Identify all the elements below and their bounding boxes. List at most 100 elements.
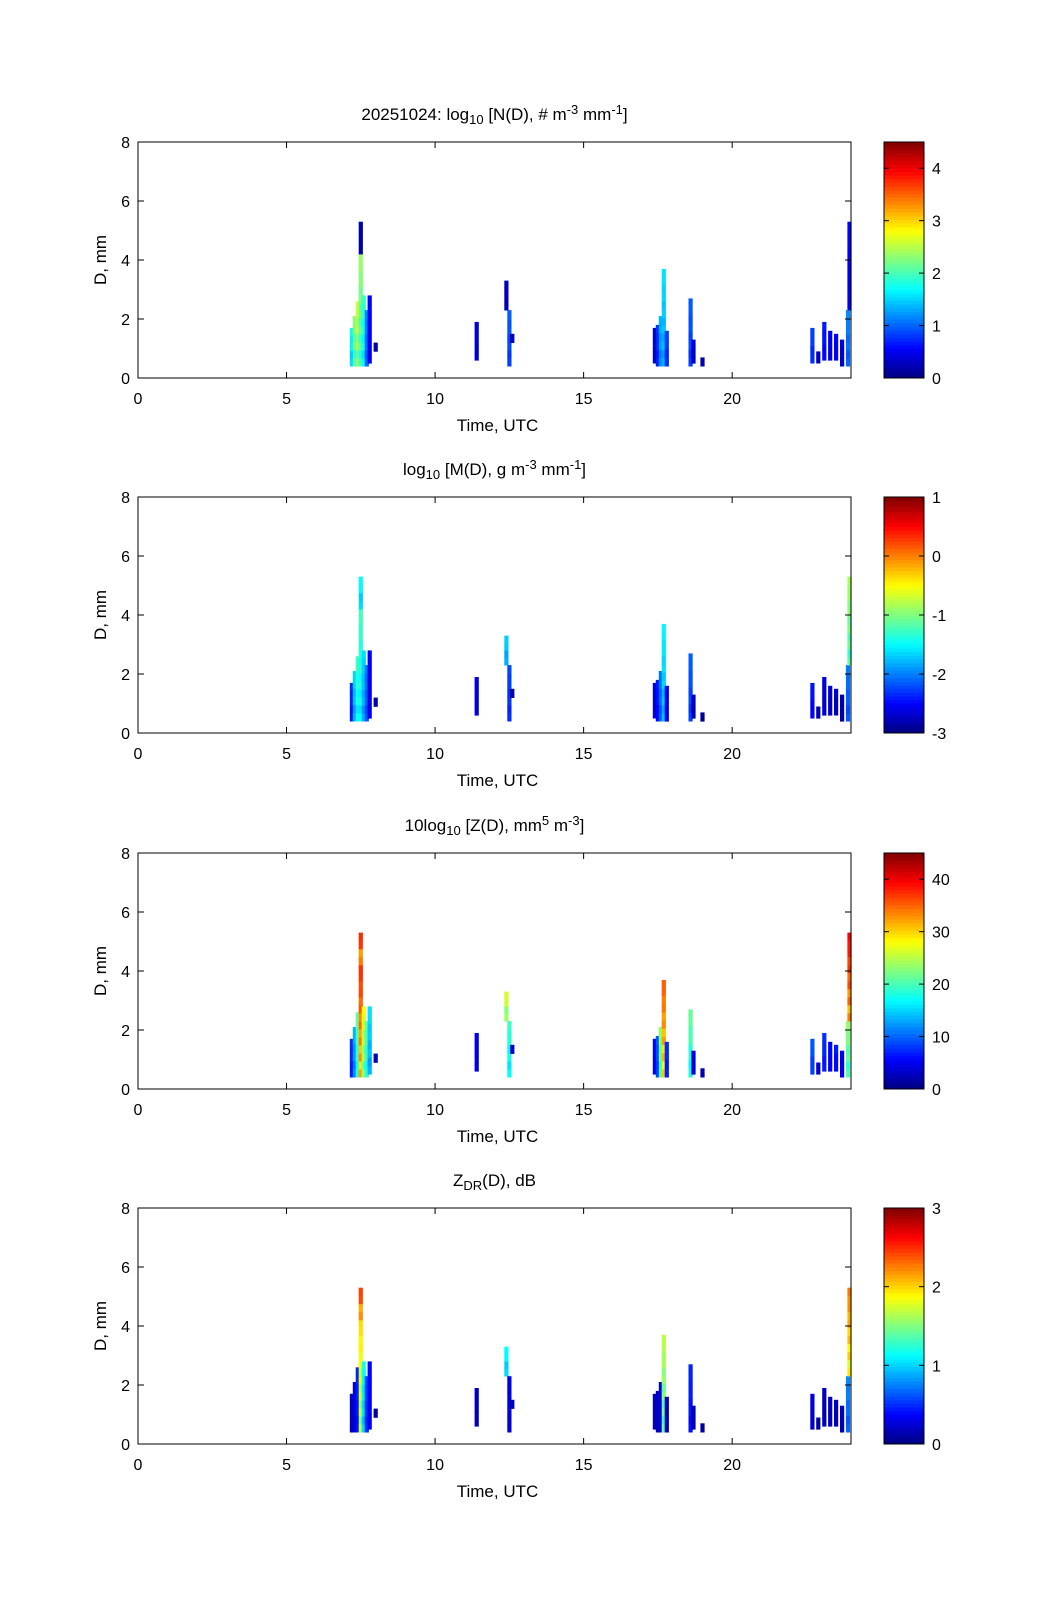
data-cell	[358, 997, 363, 1006]
y-tick-label: 2	[121, 312, 130, 329]
data-cell	[845, 713, 851, 722]
x-tick-label: 10	[426, 746, 444, 763]
colorbar-step	[884, 989, 924, 994]
colorbar-step	[884, 662, 924, 668]
data-cell	[847, 261, 852, 271]
data-cell	[367, 329, 372, 339]
data-cell	[358, 584, 363, 594]
data-cell	[834, 1399, 839, 1409]
data-cell	[358, 697, 363, 706]
colorbar-step	[884, 1392, 924, 1397]
data-cell	[688, 1060, 693, 1069]
title-part: -1	[611, 102, 623, 117]
data-cell	[661, 1012, 666, 1021]
colorbar-step	[884, 956, 924, 961]
colorbar-step	[884, 578, 924, 583]
data-cell	[474, 345, 479, 353]
colorbar: 0 1 2 3	[883, 1201, 941, 1454]
colorbar-tick-label: 0	[932, 549, 941, 566]
data-cell	[652, 1411, 657, 1421]
data-cell	[355, 713, 360, 722]
data-cell	[661, 1391, 666, 1400]
data-cell	[664, 339, 669, 349]
colorbar-step	[884, 1233, 924, 1238]
data-cell	[822, 352, 827, 361]
data-cell	[510, 333, 515, 343]
data-cell	[349, 1069, 354, 1078]
data-cell	[507, 1029, 512, 1038]
colorbar-step	[884, 878, 924, 883]
data-cell	[364, 681, 369, 690]
title-part: -3	[525, 457, 537, 472]
data-cell	[661, 268, 666, 278]
data-cell	[688, 1026, 693, 1036]
colorbar-step	[884, 1425, 924, 1430]
data-cell	[355, 1399, 360, 1409]
data-cell	[358, 981, 363, 990]
colorbar-step	[884, 729, 924, 734]
data-cell	[664, 1396, 669, 1406]
data-cell	[661, 1416, 666, 1425]
data-cell	[361, 1369, 366, 1378]
colorbar-step	[884, 344, 924, 349]
data-cell	[658, 1068, 663, 1078]
data-cell	[358, 705, 363, 714]
data-cell	[652, 1038, 657, 1048]
data-cell	[822, 1395, 827, 1404]
colorbar-step	[884, 674, 924, 679]
data-cell	[510, 1044, 515, 1054]
data-cell	[358, 254, 363, 263]
colorbar-step	[884, 971, 924, 976]
data-cell	[361, 697, 366, 706]
colorbar-tick-label: 3	[932, 214, 941, 231]
title-part: DR	[463, 1178, 482, 1193]
data-cell	[658, 1398, 663, 1408]
data-cell	[474, 1403, 479, 1412]
data-cell	[661, 325, 666, 334]
colorbar-step	[884, 552, 924, 557]
data-cell	[840, 1414, 845, 1424]
data-cell	[847, 657, 852, 666]
data-cell	[349, 682, 354, 691]
data-cell	[364, 1061, 369, 1070]
colorbar-step	[884, 923, 924, 928]
data-cell	[358, 625, 363, 634]
y-tick-label: 4	[121, 1319, 130, 1336]
data-cell	[367, 684, 372, 694]
colorbar-step	[884, 1366, 924, 1371]
colorbar-step	[884, 1396, 924, 1401]
data-cell	[845, 310, 851, 319]
colorbar-step	[884, 355, 924, 360]
colorbar-frame	[883, 1207, 925, 1445]
data-cell	[373, 697, 378, 707]
data-cell	[661, 688, 666, 698]
x-tick-label: 10	[426, 391, 444, 408]
data-cell	[355, 325, 360, 334]
data-cell	[474, 1388, 479, 1396]
data-cell	[847, 1368, 852, 1377]
data-cell	[367, 1386, 372, 1396]
data-cell	[661, 1407, 666, 1417]
data-cell	[358, 713, 363, 722]
data-cell	[358, 1344, 363, 1353]
data-cell	[474, 684, 479, 693]
data-cell	[688, 712, 693, 722]
data-cell	[845, 1045, 851, 1054]
data-cell	[845, 1021, 851, 1030]
data-cell	[474, 1056, 479, 1064]
data-cell	[358, 342, 363, 351]
data-cell	[822, 1418, 827, 1427]
data-cell	[822, 329, 827, 338]
colorbar-step	[884, 204, 924, 209]
x-tick-label: 0	[134, 1457, 143, 1474]
data-cell	[845, 1424, 851, 1433]
data-cell	[355, 1375, 360, 1384]
data-cell	[661, 293, 666, 302]
data-cell	[352, 1043, 357, 1053]
data-cell	[355, 1028, 360, 1037]
data-cell	[847, 302, 852, 311]
data-cell	[358, 237, 363, 247]
data-cell	[364, 1424, 369, 1433]
title-part: m	[549, 816, 568, 835]
colorbar-step	[884, 574, 924, 579]
